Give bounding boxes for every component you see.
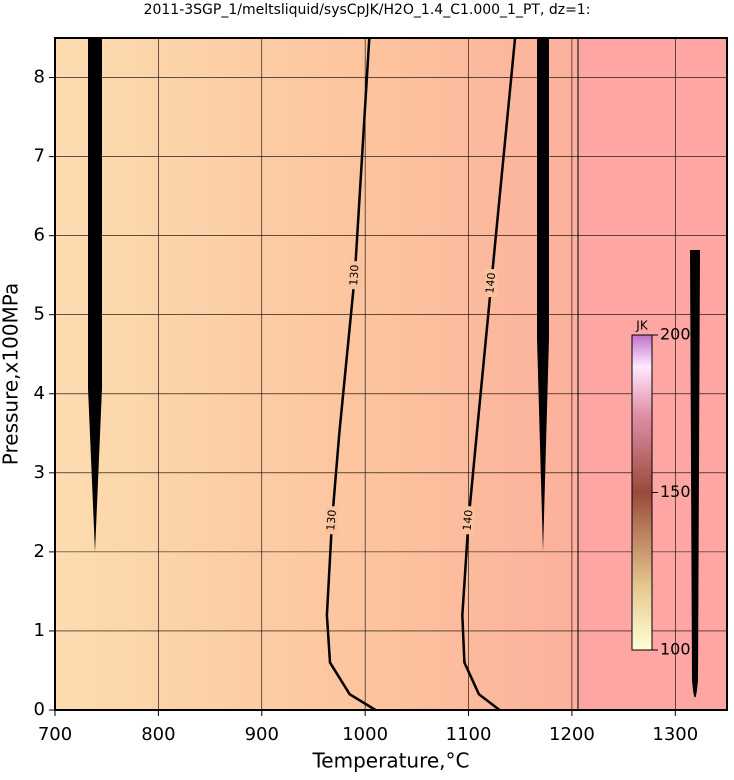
band [537, 338, 549, 552]
x-tick-label: 1200 [549, 724, 595, 745]
contour-label: 130 [347, 264, 361, 286]
contour-label-bg [485, 269, 498, 298]
chart-title: 2011-3SGP_1/meltsliquid/sysCpJK/H2O_1.4_… [144, 2, 591, 18]
contour-label-bg [326, 506, 339, 535]
band [88, 38, 102, 388]
band [690, 250, 700, 698]
contour-line [325, 37, 377, 712]
y-tick-label: 2 [34, 541, 45, 562]
x-tick-label: 800 [141, 724, 175, 745]
band [88, 388, 102, 552]
x-tick-label: 1000 [342, 724, 388, 745]
y-tick-label: 6 [34, 225, 45, 246]
y-tick-label: 5 [34, 304, 45, 325]
plot-frame [54, 37, 728, 711]
contour-label-bg [348, 261, 361, 290]
colorbar-label: JK [635, 319, 649, 333]
y-tick-label: 0 [34, 699, 45, 720]
contour-label: 130 [324, 509, 339, 531]
colorbar-tick-label: 100 [660, 640, 691, 659]
contour-label-bg [462, 506, 475, 535]
bands [88, 38, 700, 698]
y-tick-label: 7 [34, 146, 45, 167]
x-tick-label: 1300 [652, 724, 698, 745]
colorbar-tick-label: 150 [660, 482, 691, 501]
contour-label: 140 [483, 272, 498, 294]
y-tick-label: 4 [34, 383, 45, 404]
y-tick-label: 8 [34, 67, 45, 88]
x-tick-label: 700 [38, 724, 72, 745]
x-axis-label: Temperature,°C [311, 749, 469, 773]
contour-label: 140 [461, 509, 476, 531]
x-tick-label: 900 [245, 724, 279, 745]
y-tick-label: 3 [34, 462, 45, 483]
band [537, 38, 549, 338]
y-tick-label: 1 [34, 620, 45, 641]
contour-line [461, 37, 517, 711]
colorbar [631, 334, 653, 651]
colorbar-tick-label: 200 [660, 325, 691, 344]
x-tick-label: 1100 [446, 724, 492, 745]
y-axis-label: Pressure,x100MPa [0, 283, 23, 465]
